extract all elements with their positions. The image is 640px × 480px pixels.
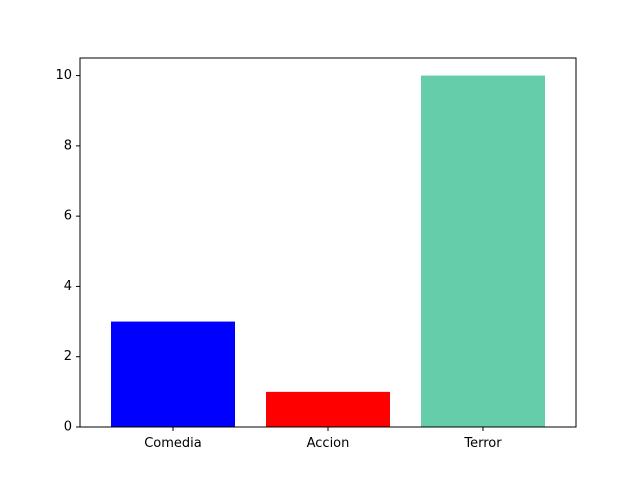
y-tick-label: 8	[64, 138, 72, 153]
x-tick-label: Terror	[463, 436, 502, 451]
y-tick-label: 0	[64, 420, 72, 435]
bar-terror	[421, 75, 545, 428]
y-tick-label: 2	[64, 349, 72, 364]
y-tick-label: 6	[64, 209, 72, 224]
bar-accion	[266, 391, 390, 427]
plot-frame	[79, 57, 577, 428]
bars-group	[111, 75, 545, 428]
bar-comedia	[111, 321, 235, 427]
y-tick-label: 10	[55, 68, 72, 83]
y-axis: 0 2 4 6 8 10	[55, 68, 80, 435]
x-tick-label: Comedia	[144, 436, 202, 451]
x-tick-label: Accion	[307, 436, 350, 451]
y-tick-label: 4	[64, 279, 72, 294]
x-axis: Comedia Accion Terror	[144, 427, 502, 451]
